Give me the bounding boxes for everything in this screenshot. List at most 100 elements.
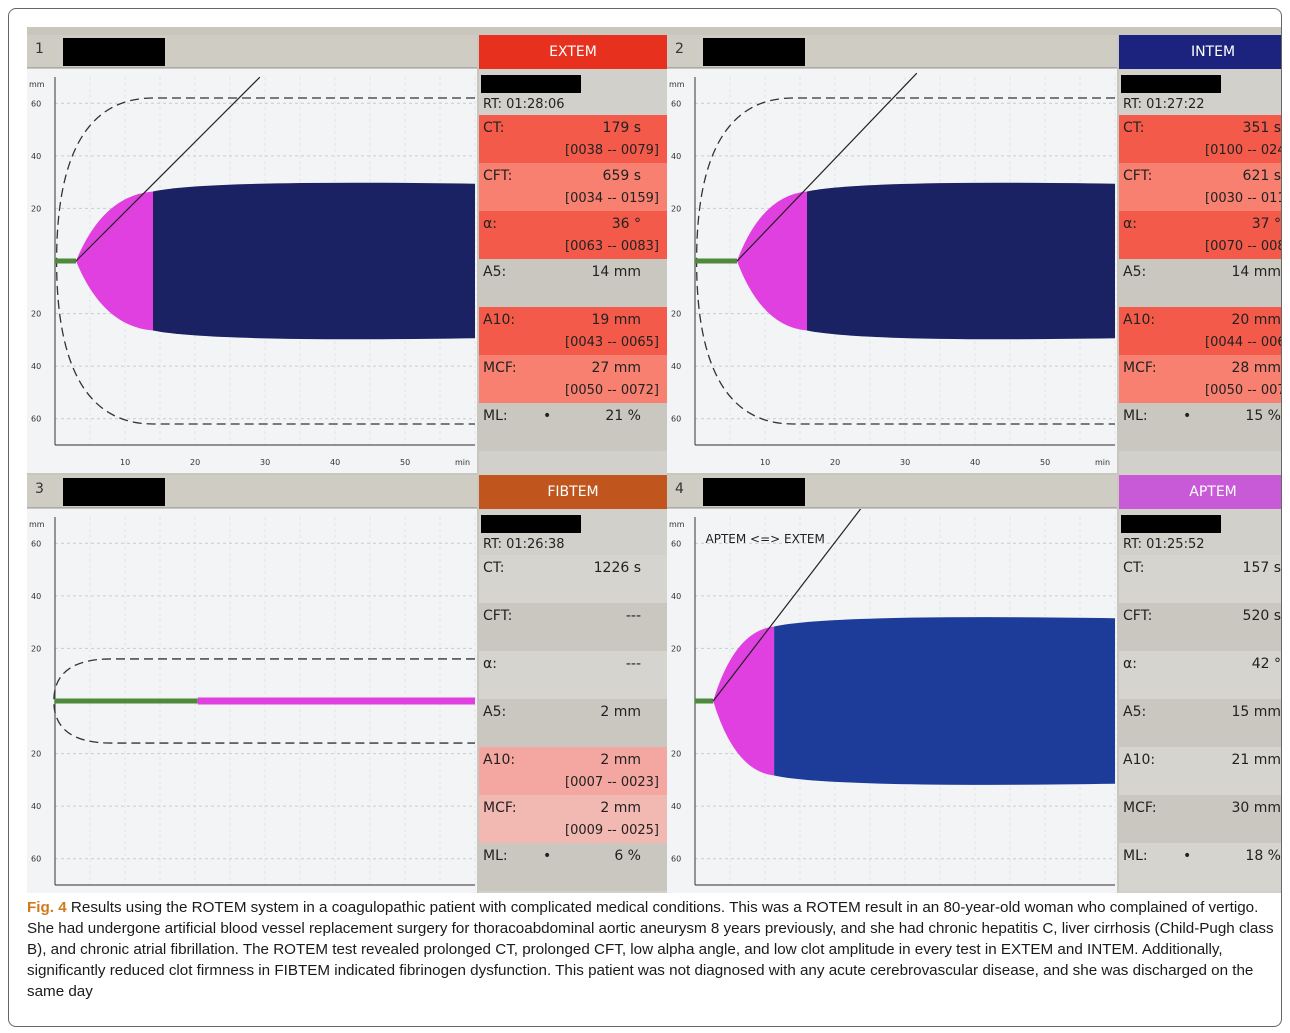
param-label: MCF: — [1123, 360, 1157, 376]
run-time: RT: 01:27:22 — [1123, 97, 1205, 112]
param-label: A5: — [483, 264, 507, 280]
y-tick-label: 20 — [31, 750, 41, 759]
alpha-angle-line — [75, 76, 261, 262]
param-reference-range: [0030 -- 0110] — [1205, 191, 1281, 206]
run-time: RT: 01:25:52 — [1123, 537, 1205, 552]
param-label: A5: — [483, 704, 507, 720]
param-label: CFT: — [1123, 608, 1153, 624]
param-label: A5: — [1123, 704, 1147, 720]
param-row-a5: A5: 14 mm — [1119, 259, 1281, 307]
param-label: A10: — [483, 752, 516, 768]
param-value: 18 % — [1245, 848, 1281, 864]
param-reference-range: [0044 -- 0066] — [1205, 335, 1281, 350]
ml-marker: • — [543, 848, 552, 864]
alpha-angle-line — [712, 509, 862, 702]
param-value: --- — [625, 656, 641, 672]
param-label: ML: — [1123, 408, 1148, 424]
param-row-a10: A10: 2 mm [0007 -- 0023] — [479, 747, 667, 795]
param-label: MCF: — [483, 360, 517, 376]
param-value: 6 % — [614, 848, 641, 864]
ml-marker: • — [1183, 408, 1192, 424]
param-label: MCF: — [1123, 800, 1157, 816]
alpha-angle-line — [736, 72, 918, 262]
y-tick-label: 40 — [671, 592, 681, 601]
test-header: EXTEM — [479, 35, 667, 69]
redacted-patient-name — [63, 478, 165, 506]
y-tick-label: 40 — [31, 362, 41, 371]
panel-number: 4 — [675, 481, 684, 497]
param-row-: α: 42 ° — [1119, 651, 1281, 699]
param-value: 42 ° — [1251, 656, 1281, 672]
y-tick-label: 60 — [31, 99, 41, 108]
param-row-ct: CT: 179 s [0038 -- 0079] — [479, 115, 667, 163]
param-value: 27 mm — [591, 360, 641, 376]
redacted-patient-name — [63, 38, 165, 66]
ml-marker: • — [543, 408, 552, 424]
param-label: CT: — [483, 120, 505, 136]
run-time: RT: 01:26:38 — [483, 537, 565, 552]
param-row-cft: CFT: 621 s [0030 -- 0110] — [1119, 163, 1281, 211]
redacted-patient-name — [703, 38, 805, 66]
redacted-id — [1121, 515, 1221, 533]
param-label: α: — [483, 216, 497, 232]
results-panel: INTEM RT: 01:27:22 CT: 351 s [0100 -- 0240… — [1119, 35, 1281, 475]
y-tick-label: 40 — [31, 592, 41, 601]
x-tick-label: 50 — [400, 458, 410, 467]
panel-title-bar: 3 — [27, 475, 477, 508]
param-label: ML: — [483, 848, 508, 864]
param-label: A10: — [1123, 752, 1156, 768]
param-reference-range: [0043 -- 0065] — [565, 335, 659, 350]
caption-text: Results using the ROTEM system in a coag… — [27, 899, 1274, 1000]
y-tick-label: 60 — [671, 415, 681, 424]
param-row-a10: A10: 20 mm [0044 -- 0066] — [1119, 307, 1281, 355]
param-value: 2 mm — [600, 752, 641, 768]
y-tick-label: 20 — [671, 644, 681, 653]
param-row-a5: A5: 2 mm — [479, 699, 667, 747]
param-value: 15 mm — [1231, 704, 1281, 720]
param-value: 21 % — [605, 408, 641, 424]
y-axis-unit: mm — [29, 80, 45, 89]
param-row-cft: CFT: 520 s — [1119, 603, 1281, 651]
param-row-a5: A5: 14 mm — [479, 259, 667, 307]
panel-number: 2 — [675, 41, 684, 57]
param-row-mcf: MCF: 28 mm [0050 -- 0072] — [1119, 355, 1281, 403]
clot-formation-segment — [713, 626, 775, 776]
param-row-mcf: MCF: 27 mm [0050 -- 0072] — [479, 355, 667, 403]
param-value: 179 s — [602, 120, 641, 136]
x-axis-unit: min — [455, 458, 470, 467]
param-label: A10: — [483, 312, 516, 328]
y-tick-label: 20 — [31, 310, 41, 319]
clot-firmness-body — [774, 617, 1115, 785]
y-tick-label: 60 — [31, 855, 41, 864]
param-reference-range: [0050 -- 0072] — [565, 383, 659, 398]
param-row-mcf: MCF: 2 mm [0009 -- 0025] — [479, 795, 667, 843]
param-value: 2 mm — [600, 704, 641, 720]
param-reference-range: [0009 -- 0025] — [565, 823, 659, 838]
y-tick-label: 40 — [31, 802, 41, 811]
figure-label: Fig. 4 — [27, 899, 67, 916]
param-row-ml: ML: • 18 % — [1119, 843, 1281, 891]
panel-number: 1 — [35, 41, 44, 57]
param-label: CT: — [1123, 560, 1145, 576]
param-value: 30 mm — [1231, 800, 1281, 816]
y-tick-label: 60 — [671, 539, 681, 548]
param-label: CFT: — [1123, 168, 1153, 184]
results-panel: FIBTEM RT: 01:26:38 CT: 1226 s CFT: --- α: --… — [479, 475, 667, 893]
temogram-plot: mm6040202040601020304050minAPTEM <=> EXT… — [667, 509, 1117, 893]
param-reference-range: [0100 -- 0240] — [1205, 143, 1281, 158]
param-reference-range: [0038 -- 0079] — [565, 143, 659, 158]
param-label: α: — [1123, 656, 1137, 672]
panel-title-bar: 4 — [667, 475, 1117, 508]
param-label: CT: — [1123, 120, 1145, 136]
param-label: ML: — [1123, 848, 1148, 864]
param-row-ct: CT: 1226 s — [479, 555, 667, 603]
param-value: 28 mm — [1231, 360, 1281, 376]
param-value: 520 s — [1242, 608, 1281, 624]
param-label: A10: — [1123, 312, 1156, 328]
x-tick-label: 10 — [760, 458, 770, 467]
param-row-mcf: MCF: 30 mm — [1119, 795, 1281, 843]
param-label: CFT: — [483, 608, 513, 624]
redacted-id — [1121, 75, 1221, 93]
